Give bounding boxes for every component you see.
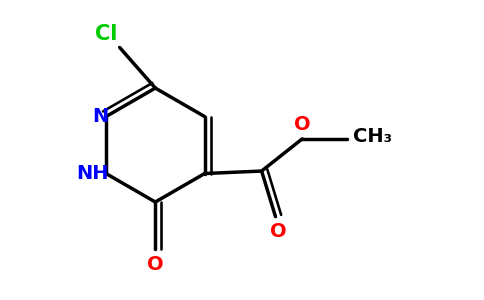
Text: NH: NH [76,164,108,183]
Text: N: N [92,107,108,126]
Text: CH₃: CH₃ [353,127,392,146]
Text: O: O [270,222,286,241]
Text: O: O [147,255,164,274]
Text: Cl: Cl [94,24,117,44]
Text: O: O [294,116,311,134]
